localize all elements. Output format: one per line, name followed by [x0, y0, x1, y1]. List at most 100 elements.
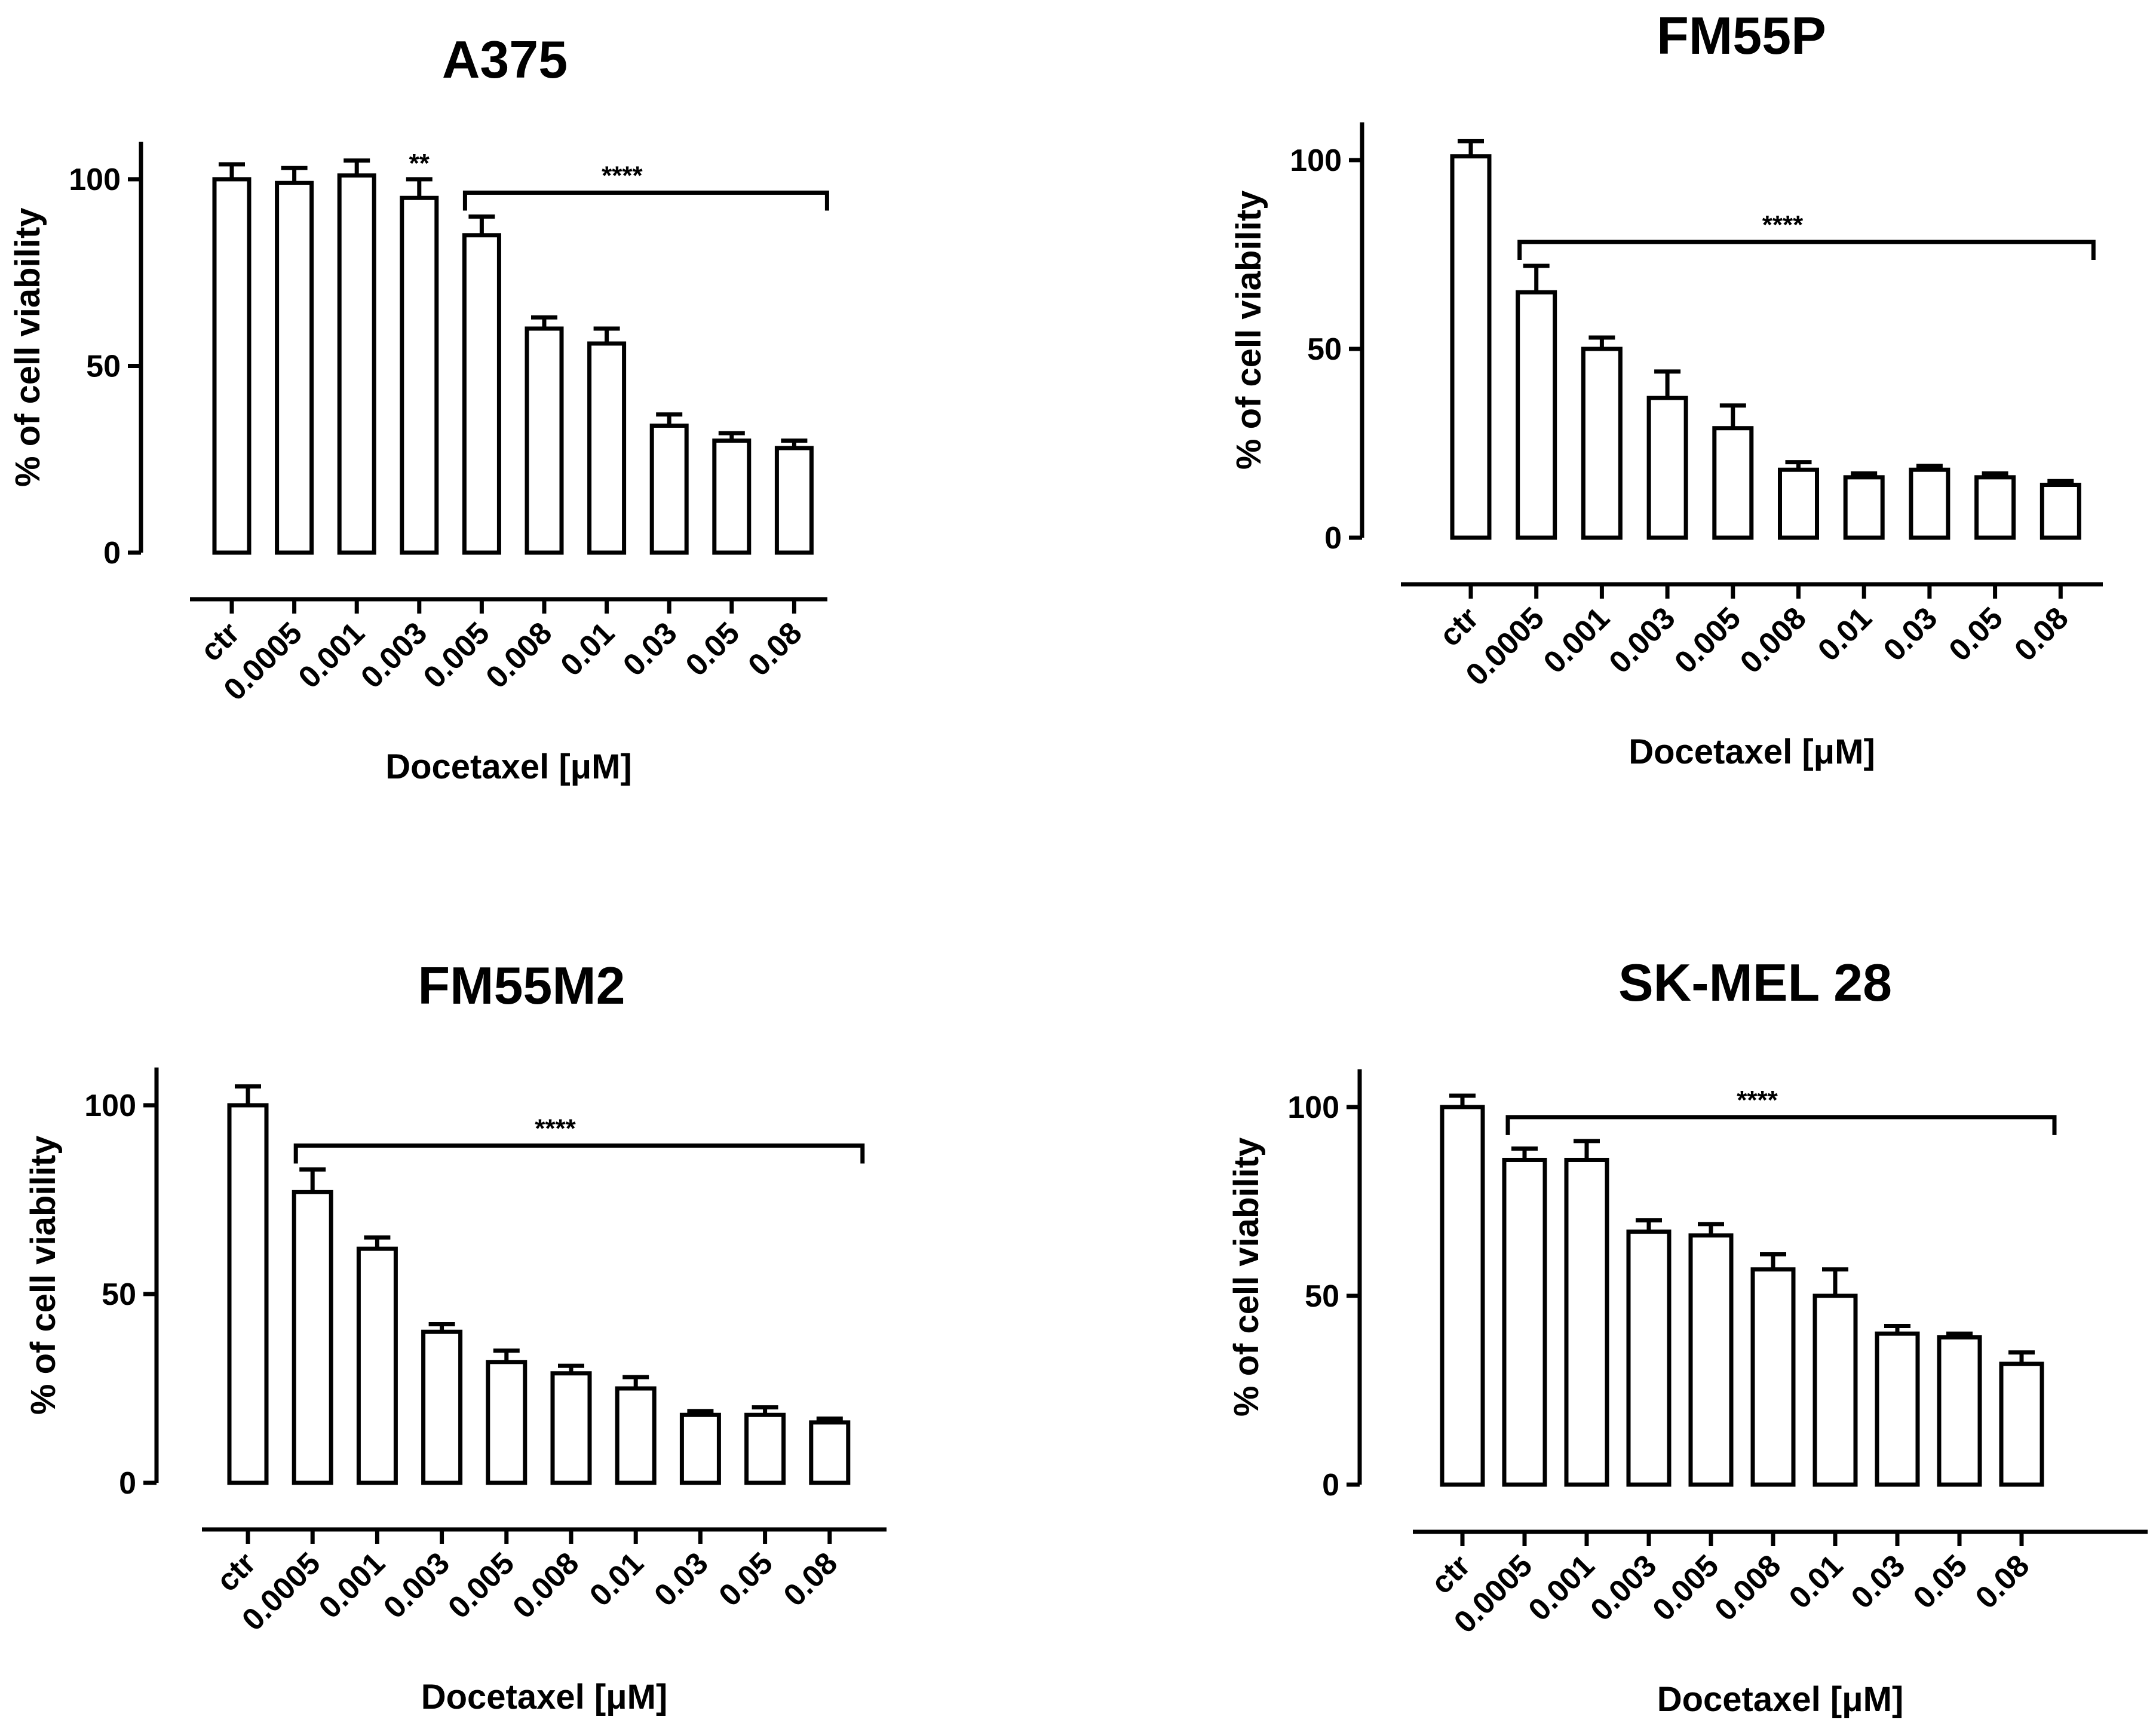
x-tick-label: 0.03: [1845, 1548, 1912, 1615]
x-tick-label: 0.05: [1907, 1548, 1974, 1615]
x-tick-label: ctr: [210, 1546, 262, 1598]
bar-0.005: [462, 233, 501, 555]
bar-0.03: [1909, 467, 1950, 540]
bar-0.008: [550, 1371, 592, 1485]
x-tick-label: 0.03: [617, 615, 684, 683]
x-tick-label: 0.008: [1734, 600, 1813, 680]
x-tick-label: 0.008: [506, 1546, 585, 1625]
significance-bracket: [1517, 240, 2096, 260]
significance-label: ****: [535, 1114, 576, 1143]
bar-0.01: [587, 341, 627, 555]
y-tick-label: 100: [84, 1089, 136, 1123]
x-tick-label: 0.005: [417, 615, 496, 695]
y-tick-label: 0: [1322, 1468, 1339, 1503]
bar-0.005: [486, 1360, 528, 1485]
y-tick-label: 100: [1290, 143, 1342, 178]
bar-0.08: [809, 1420, 851, 1485]
x-tick-label: 0.03: [648, 1546, 715, 1613]
y-tick-label: 100: [69, 163, 121, 197]
chart-title: A375: [442, 30, 568, 89]
chart-title: FM55M2: [418, 956, 625, 1015]
x-tick-label: 0.08: [777, 1546, 845, 1613]
bar-0.003: [1646, 396, 1688, 540]
x-tick-label: 0.03: [1877, 600, 1945, 668]
y-tick-label: 0: [103, 536, 121, 571]
bar-0.001: [1564, 1157, 1609, 1487]
x-tick-label: 0.08: [741, 615, 809, 683]
x-tick-label: 0.008: [1708, 1548, 1787, 1627]
x-axis-label: Docetaxel [μM]: [1657, 1680, 1904, 1719]
bar-0.001: [356, 1246, 398, 1485]
x-tick-label: 0.005: [1668, 600, 1747, 680]
bar-0.005: [1688, 1233, 1734, 1487]
bar-0.0005: [275, 180, 314, 555]
chart-title: SK-MEL 28: [1618, 953, 1892, 1012]
bar-0.01: [615, 1386, 657, 1485]
x-tick-label: 0.003: [1603, 600, 1682, 680]
bar-0.003: [1626, 1230, 1672, 1487]
bar-0.03: [1875, 1331, 1920, 1487]
x-tick-label: 0.001: [1522, 1548, 1601, 1627]
x-axis-label: Docetaxel [μM]: [1628, 732, 1875, 771]
bar-ctr: [227, 1103, 269, 1485]
x-axis-label: Docetaxel [μM]: [385, 747, 632, 786]
significance-bracket: [462, 191, 829, 211]
x-tick-label: 0.08: [2008, 600, 2075, 668]
y-axis-label: % of cell viability: [8, 208, 47, 487]
y-tick-label: 50: [102, 1277, 136, 1312]
x-tick-label: 0.001: [292, 615, 372, 695]
y-tick-label: 50: [1307, 332, 1342, 367]
x-tick-label: 0.01: [583, 1546, 651, 1613]
significance-bracket: [1505, 1115, 2057, 1135]
bar-0.03: [679, 1412, 721, 1485]
chart-title: FM55P: [1657, 6, 1826, 65]
x-tick-label: 0.008: [479, 615, 559, 695]
x-tick-label: 0.05: [1943, 600, 2010, 668]
significance-label: ****: [1762, 210, 1804, 240]
y-tick-label: 50: [86, 350, 121, 384]
bar-0.08: [2040, 483, 2081, 540]
x-tick-label: 0.003: [354, 615, 434, 695]
x-tick-label: 0.001: [1537, 600, 1617, 680]
bar-0.08: [774, 446, 814, 555]
bar-0.008: [525, 326, 564, 555]
bar-0.001: [337, 173, 376, 555]
x-tick-label: ctr: [1433, 600, 1485, 653]
x-tick-label: ctr: [194, 615, 246, 668]
x-tick-label: 0.01: [1811, 600, 1879, 668]
bar-0.01: [1843, 475, 1885, 540]
bar-0.001: [1581, 347, 1623, 540]
bar-0.03: [649, 424, 689, 555]
y-tick-label: 50: [1305, 1279, 1339, 1314]
x-tick-label: 0.01: [1783, 1548, 1850, 1615]
x-axis-label: Docetaxel [μM]: [421, 1678, 668, 1716]
x-tick-label: 0.003: [377, 1546, 456, 1625]
y-axis-label: % of cell viability: [24, 1136, 63, 1415]
bar-ctr: [1450, 154, 1492, 540]
x-tick-label: 0.05: [679, 615, 747, 683]
x-tick-label: 0.05: [713, 1546, 780, 1613]
x-tick-label: 0.005: [1646, 1548, 1725, 1627]
significance-label: **: [409, 149, 430, 178]
bar-ctr: [1440, 1105, 1485, 1487]
x-tick-label: 0.001: [312, 1546, 392, 1625]
bar-0.008: [1750, 1267, 1796, 1487]
bar-0.05: [1937, 1335, 1982, 1487]
bar-0.0005: [292, 1190, 333, 1485]
significance-bracket: [293, 1143, 865, 1164]
significance-label: ****: [602, 161, 643, 191]
y-axis-label: % of cell viability: [1229, 191, 1268, 470]
bar-0.003: [421, 1329, 463, 1485]
bar-0.01: [1812, 1293, 1858, 1487]
x-tick-label: 0.01: [554, 615, 622, 683]
x-tick-label: 0.005: [441, 1546, 521, 1625]
bar-0.05: [712, 439, 752, 555]
x-tick-label: 0.08: [1969, 1548, 2037, 1615]
bar-0.003: [400, 195, 439, 555]
bar-0.008: [1778, 467, 1819, 540]
